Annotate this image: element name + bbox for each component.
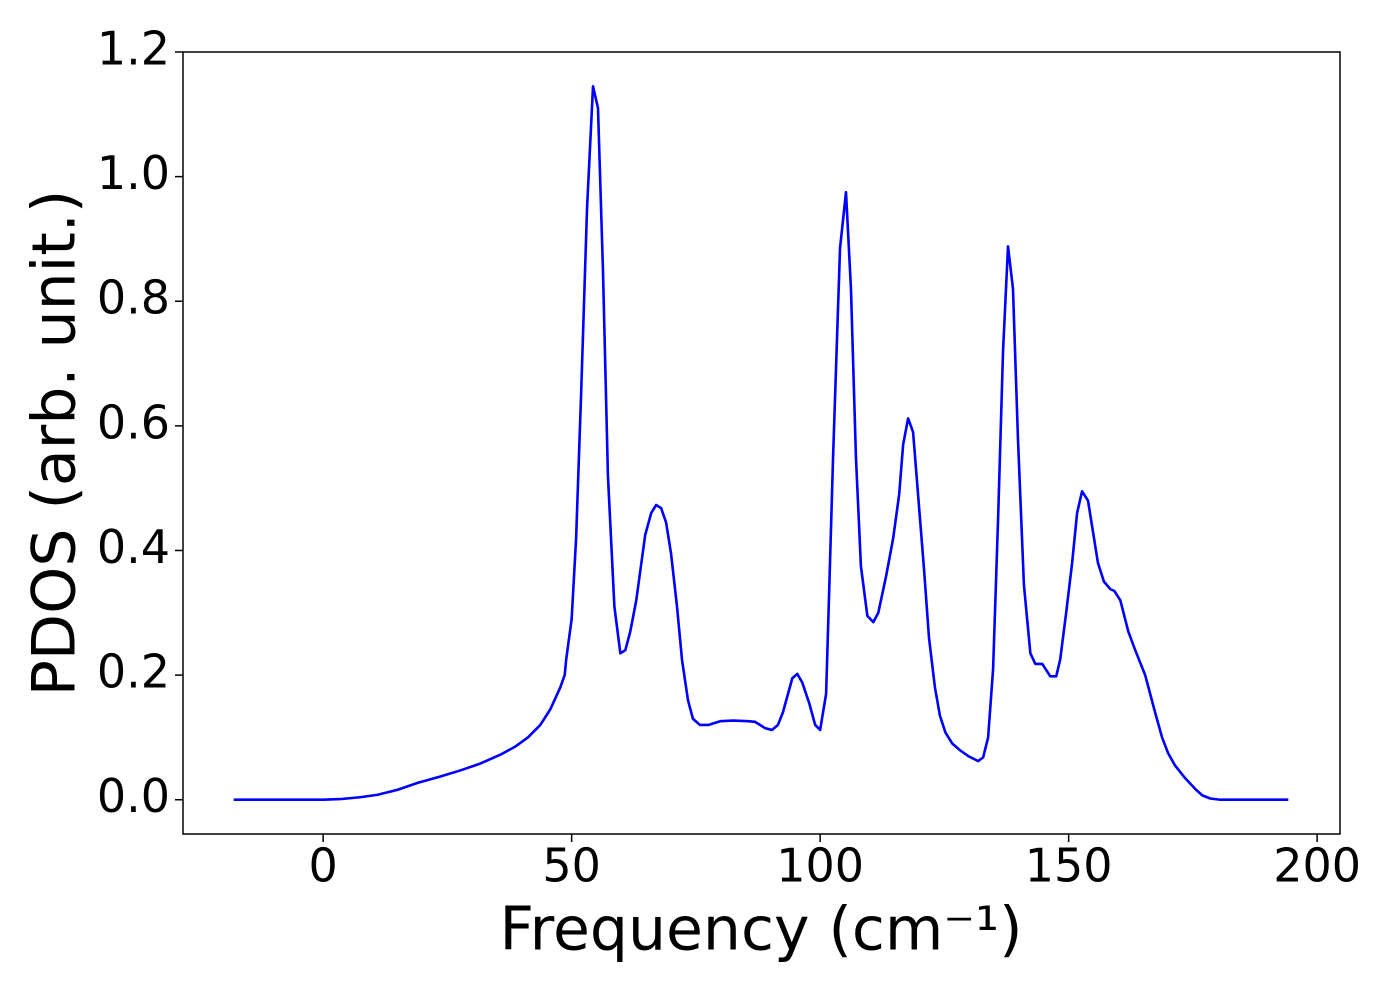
y-tick-label: 0.4 xyxy=(97,520,170,574)
y-axis-label: PDOS (arb. unit.) xyxy=(20,190,90,697)
x-axis-label: Frequency (cm⁻¹) xyxy=(499,895,1022,965)
y-tick-label: 0.6 xyxy=(97,395,170,449)
y-tick-label: 1.0 xyxy=(97,146,170,200)
x-tick-label: 100 xyxy=(776,839,864,893)
plot-frame xyxy=(182,51,1341,835)
y-tick-label: 1.2 xyxy=(97,22,170,76)
x-tick-label: 0 xyxy=(309,839,338,893)
data-line xyxy=(233,84,1289,802)
y-tick-label: 0.0 xyxy=(97,769,170,823)
x-tick-label: 150 xyxy=(1025,839,1113,893)
x-tick-label: 200 xyxy=(1273,839,1361,893)
x-tick-label: 50 xyxy=(542,839,601,893)
y-tick-label: 0.2 xyxy=(97,645,170,699)
y-tick-label: 0.8 xyxy=(97,271,170,325)
